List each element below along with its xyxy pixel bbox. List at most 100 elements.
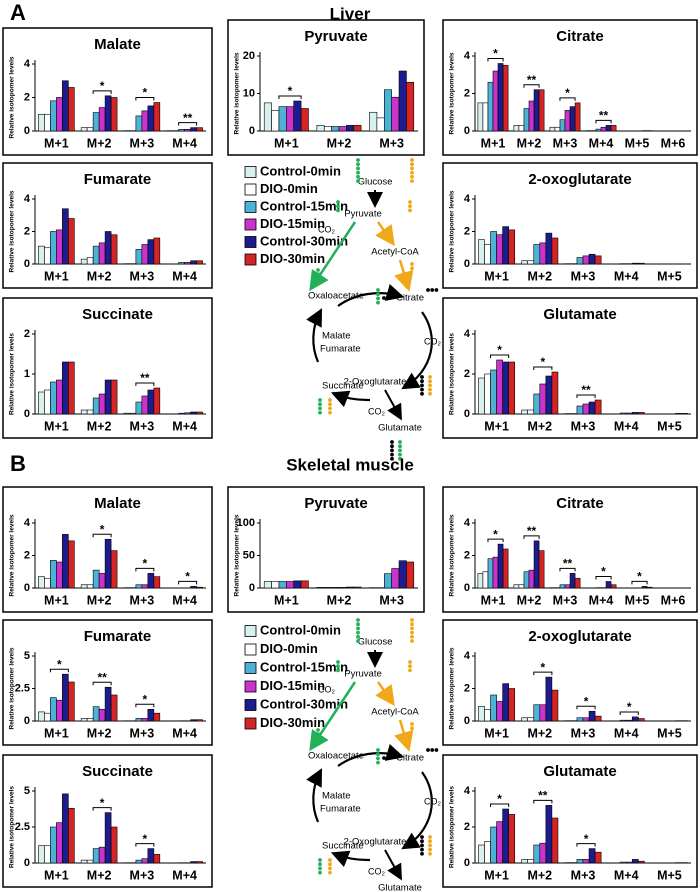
x-tick-label: M+1 bbox=[274, 593, 299, 607]
y-tick-label: 2.5 bbox=[15, 682, 30, 694]
cycle-arc bbox=[337, 743, 405, 767]
bar bbox=[104, 812, 112, 864]
significance-label: * bbox=[497, 343, 502, 357]
chart-title: Succinate bbox=[82, 306, 153, 323]
significance-bracket bbox=[49, 668, 69, 673]
bar bbox=[383, 573, 392, 589]
bar bbox=[513, 125, 520, 132]
bar bbox=[110, 379, 118, 415]
significance-label: * bbox=[540, 355, 545, 369]
bar bbox=[129, 412, 137, 415]
legend-swatch bbox=[244, 625, 257, 637]
bar bbox=[551, 371, 559, 415]
bar bbox=[263, 102, 272, 132]
y-axis-label: Relative isotopomer levels bbox=[449, 786, 456, 868]
significance-bracket bbox=[533, 366, 553, 370]
carbon-dot bbox=[318, 398, 322, 402]
carbon-dot bbox=[420, 379, 424, 384]
cycle-arc bbox=[401, 311, 433, 390]
legend-swatch bbox=[244, 201, 257, 213]
bar bbox=[141, 395, 149, 415]
significance-label: ** bbox=[140, 371, 150, 385]
carbon-dot bbox=[318, 862, 322, 867]
bar bbox=[594, 399, 602, 415]
pathway-node: 2-Oxoglutarate bbox=[344, 837, 407, 848]
significance-bracket bbox=[490, 354, 510, 358]
x-tick-label: M+4 bbox=[172, 593, 197, 607]
bar bbox=[141, 244, 149, 265]
x-tick-label: M+2 bbox=[87, 726, 112, 740]
carbon-dot bbox=[356, 170, 360, 175]
bar bbox=[56, 379, 63, 415]
bar bbox=[533, 704, 541, 722]
carbon-dot bbox=[356, 179, 360, 183]
bar bbox=[478, 844, 485, 864]
bar bbox=[523, 108, 530, 132]
bar bbox=[576, 405, 584, 415]
x-tick-label: M+2 bbox=[87, 868, 112, 882]
arrow bbox=[394, 719, 414, 752]
bar bbox=[147, 105, 155, 132]
significance-bracket bbox=[595, 576, 612, 580]
significance-bracket bbox=[487, 58, 504, 62]
co2-label: CO₂ bbox=[318, 224, 336, 234]
bar bbox=[62, 361, 69, 415]
bar bbox=[184, 262, 191, 265]
x-tick-label: M+4 bbox=[614, 419, 639, 433]
bar bbox=[533, 844, 541, 864]
bar bbox=[178, 262, 185, 265]
bar bbox=[477, 102, 484, 132]
bar bbox=[316, 587, 325, 589]
carbon-dot bbox=[390, 456, 394, 461]
bar bbox=[153, 576, 161, 589]
bar bbox=[92, 706, 100, 722]
bar bbox=[104, 379, 112, 415]
chart-frame bbox=[442, 19, 698, 156]
bar bbox=[594, 255, 602, 265]
bar bbox=[123, 412, 131, 415]
carbon-dot bbox=[382, 756, 386, 760]
x-tick-label: M+2 bbox=[527, 269, 552, 283]
bar bbox=[190, 861, 197, 864]
significance-bracket bbox=[178, 580, 198, 585]
y-tick-label: 4 bbox=[464, 328, 471, 340]
legend-swatch bbox=[244, 183, 257, 196]
x-tick-label: M+3 bbox=[571, 868, 596, 882]
bar bbox=[502, 226, 509, 265]
bar bbox=[539, 242, 547, 265]
bar bbox=[50, 826, 57, 864]
bar bbox=[502, 361, 509, 415]
x-tick-label: M+1 bbox=[44, 419, 69, 433]
arrow bbox=[394, 259, 414, 292]
legend-label: DIO-0min bbox=[260, 641, 318, 656]
x-tick-label: M+3 bbox=[379, 593, 404, 607]
pathway-node: Fumarate bbox=[320, 804, 361, 815]
carbon-dot bbox=[318, 410, 322, 415]
bar bbox=[196, 127, 203, 132]
pathway-node: Pyruvate bbox=[344, 669, 382, 680]
significance-label: * bbox=[143, 692, 148, 706]
bar bbox=[80, 718, 88, 722]
x-tick-label: M+3 bbox=[130, 868, 155, 882]
significance-label: ** bbox=[538, 789, 548, 803]
bar bbox=[508, 361, 516, 415]
bar bbox=[178, 412, 185, 415]
chart-title: Glutamate bbox=[543, 306, 616, 323]
carbon-dot bbox=[420, 375, 424, 379]
pathway-node: Citrate bbox=[396, 293, 424, 304]
x-tick-label: M+1 bbox=[44, 726, 69, 740]
bar bbox=[147, 239, 155, 265]
carbon-dot bbox=[390, 448, 394, 453]
significance-label: ** bbox=[527, 73, 537, 87]
significance-bracket bbox=[92, 90, 112, 94]
x-tick-label: M+2 bbox=[517, 136, 542, 150]
bar bbox=[38, 845, 45, 864]
y-tick-label: 50 bbox=[243, 549, 255, 561]
carbon-dot bbox=[316, 280, 320, 285]
bar bbox=[569, 106, 576, 132]
significance-label: * bbox=[288, 84, 293, 98]
y-tick-label: 0 bbox=[464, 715, 470, 727]
bar bbox=[492, 556, 499, 589]
y-tick-label: 0 bbox=[464, 857, 470, 869]
